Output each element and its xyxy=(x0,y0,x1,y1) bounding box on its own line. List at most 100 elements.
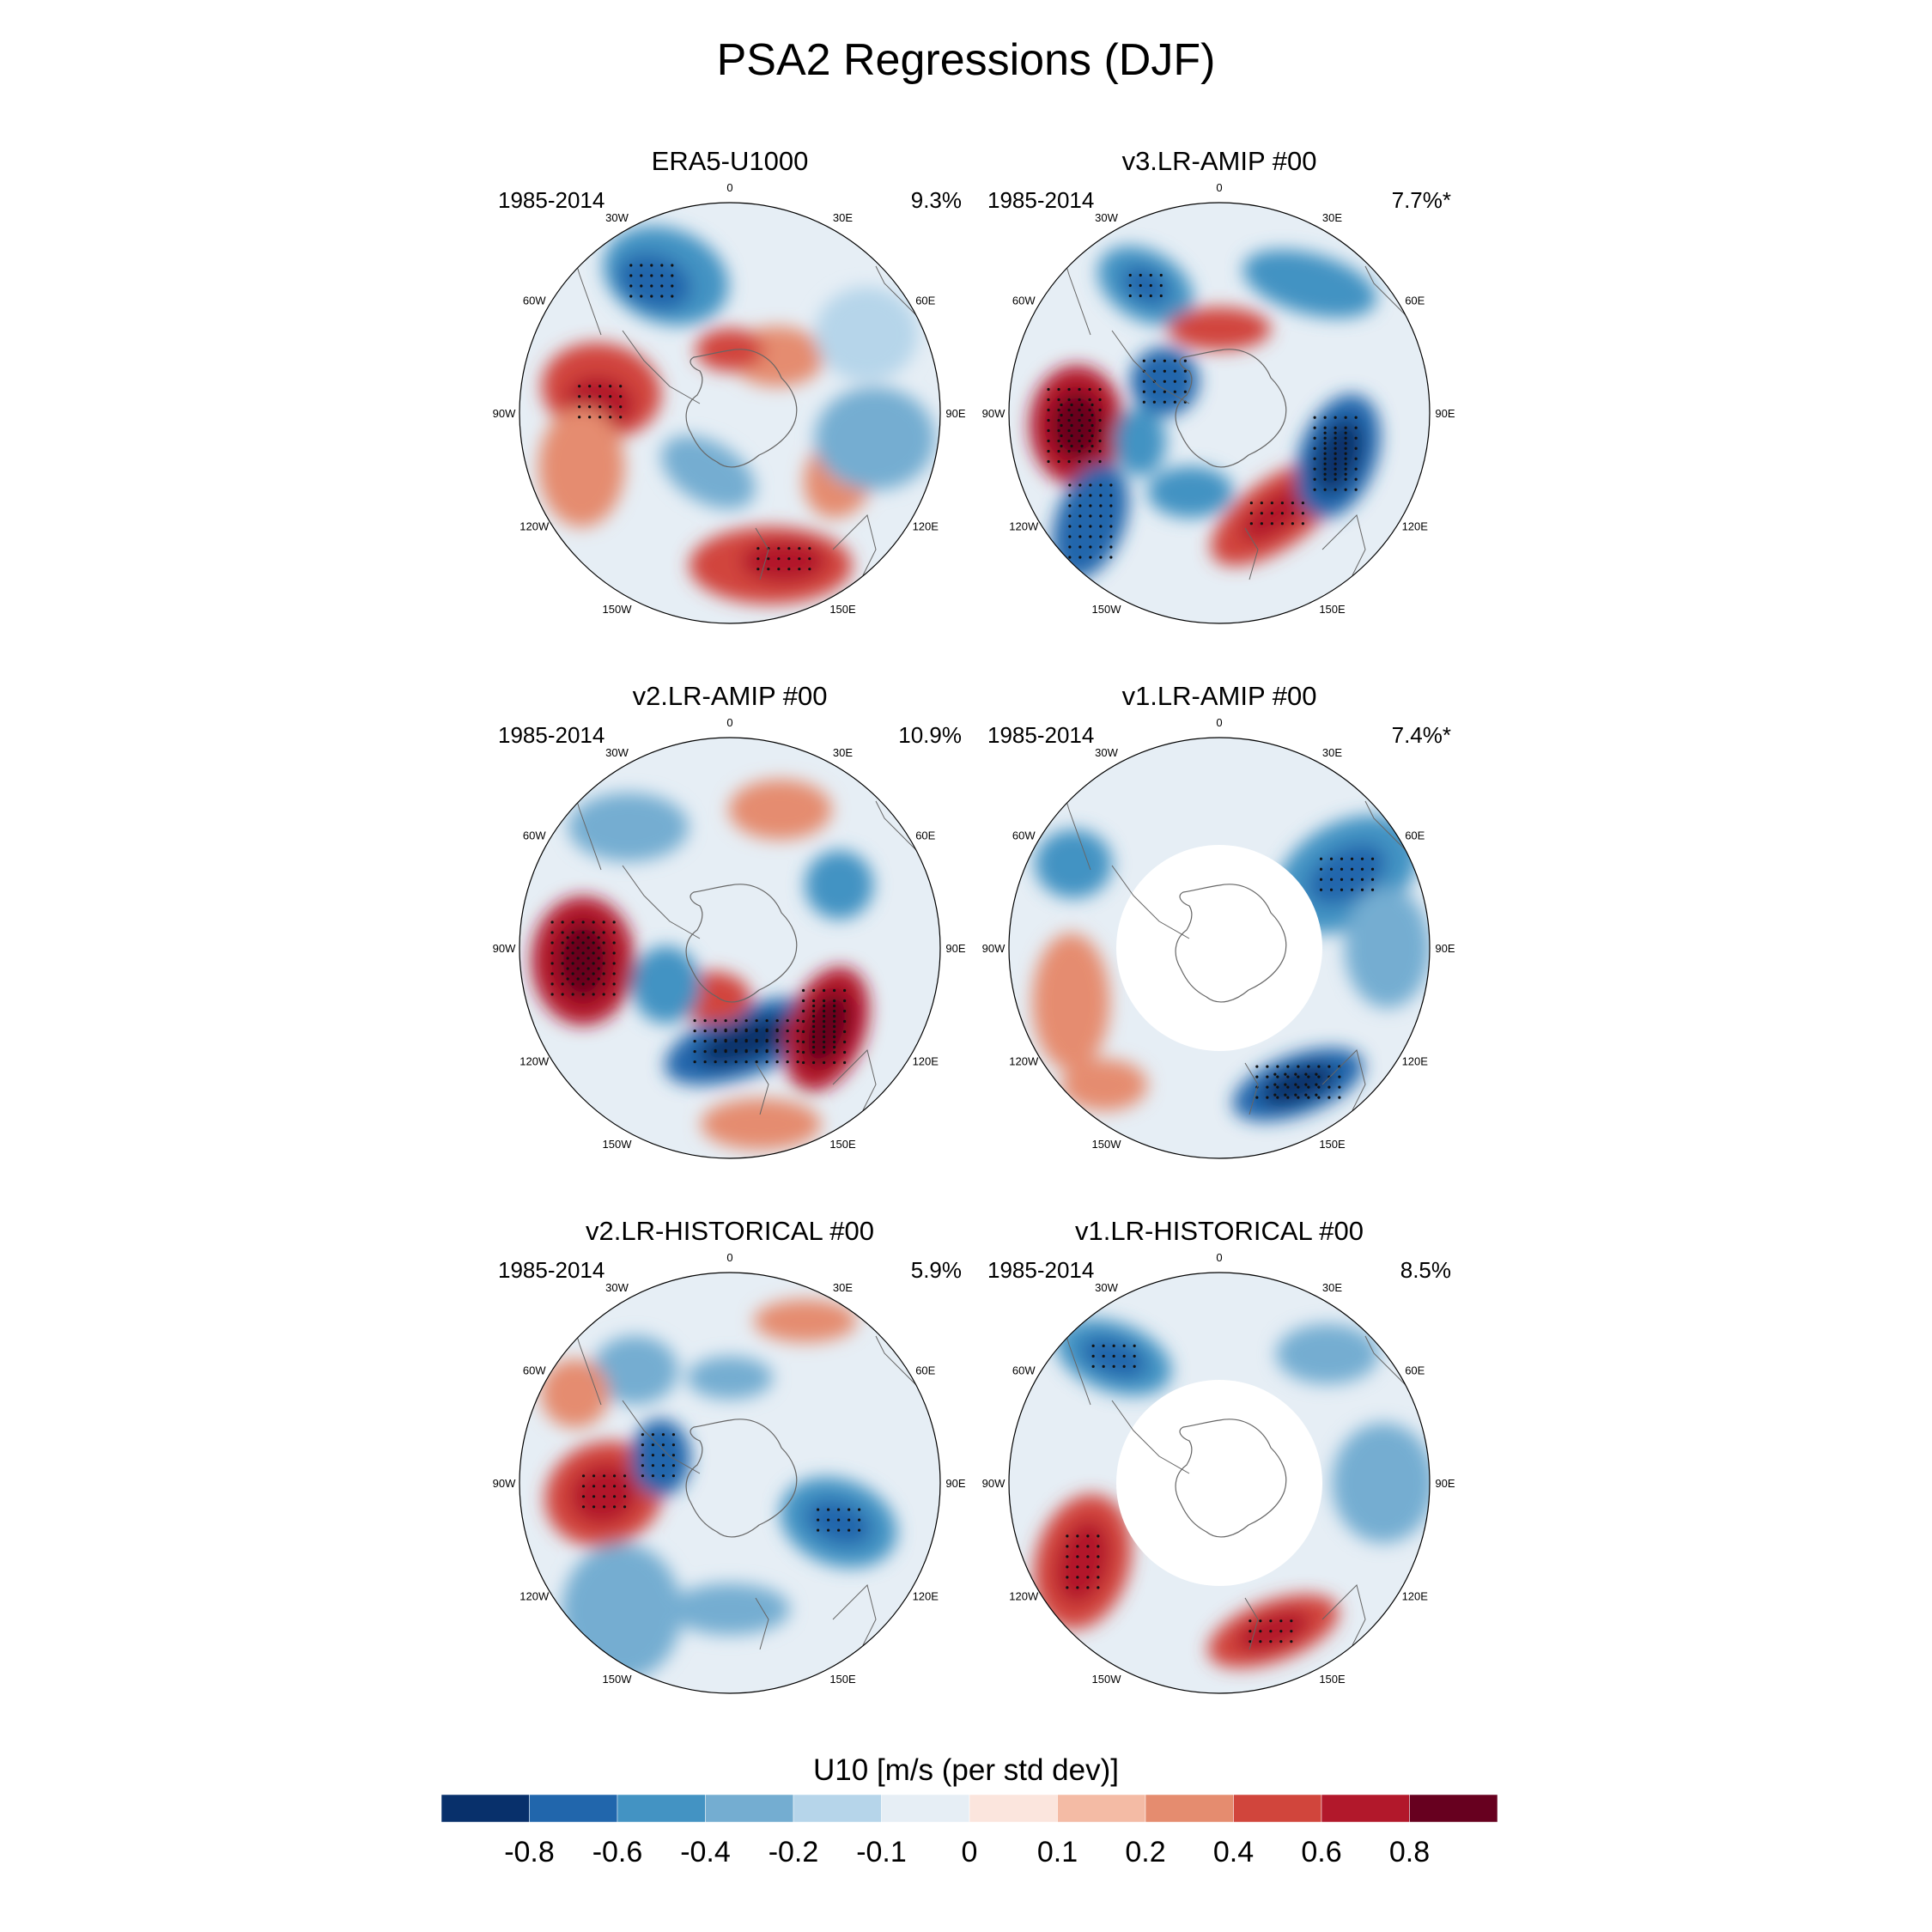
stipple-dot xyxy=(1163,380,1166,383)
stipple-dot xyxy=(651,1443,655,1447)
stipple-dot xyxy=(1060,434,1063,438)
anomaly-blob xyxy=(538,406,625,527)
stipple-dot xyxy=(1334,447,1337,450)
map-field xyxy=(519,738,940,1158)
stipple-dot xyxy=(1270,501,1273,505)
anomaly-blob xyxy=(631,945,701,1024)
stipple-dot xyxy=(1078,439,1081,443)
stipple-dot xyxy=(1088,428,1091,433)
stipple-dot xyxy=(777,547,781,550)
stipple-dot xyxy=(1276,1085,1279,1089)
stipple-dot xyxy=(1067,387,1071,392)
stipple-dot xyxy=(588,416,592,419)
colorbar-tick-label: -0.1 xyxy=(856,1836,907,1868)
stipple-dot xyxy=(827,1528,830,1532)
map-panel-v2-lr-amip: v2.LR-AMIP #00 1985-2014 10.9% 0 30E 60E 90… xyxy=(472,681,987,1162)
anomaly-blob xyxy=(805,1498,872,1546)
stipple-dot xyxy=(1149,283,1152,288)
stipple-dot xyxy=(1273,1072,1277,1076)
stipple-dot xyxy=(1329,867,1334,871)
stipple-dot xyxy=(714,1028,717,1031)
stipple-dot xyxy=(671,284,674,288)
stipple-dot xyxy=(1060,444,1063,448)
stipple-dot xyxy=(1102,1354,1105,1358)
stipple-dot xyxy=(561,962,564,965)
stipple-dot xyxy=(1173,390,1176,393)
stipple-dot xyxy=(623,1495,627,1498)
stipple-dot xyxy=(765,1028,769,1031)
stipple-dot xyxy=(1276,1065,1279,1068)
stipple-dot xyxy=(1266,1075,1269,1078)
colorbar-box xyxy=(1057,1795,1146,1823)
panel-period: 1985-2014 xyxy=(987,722,1095,748)
stipple-dot xyxy=(1340,867,1344,871)
stipple-dot xyxy=(777,557,781,561)
stipple-dot xyxy=(1109,494,1113,497)
polar-map: 030E60E90E120E150E180150W120W90W60W30W xyxy=(493,181,966,624)
stipple-dot xyxy=(671,1464,676,1467)
stipple-dot xyxy=(578,405,581,409)
stipple-dot xyxy=(598,416,602,419)
colorbar-box xyxy=(969,1795,1058,1823)
longitude-label: 60W xyxy=(523,829,546,842)
stipple-dot xyxy=(1323,477,1327,481)
stipple-dot xyxy=(812,1004,816,1008)
anomaly-blob xyxy=(1242,249,1377,319)
stipple-dot xyxy=(1109,545,1113,549)
stipple-dot xyxy=(823,1024,826,1029)
stipple-dot xyxy=(1159,294,1163,298)
stipple-dot xyxy=(1270,522,1273,526)
stipple-dot xyxy=(571,951,574,955)
stipple-dot xyxy=(1080,434,1084,438)
colorbar-box xyxy=(617,1795,706,1823)
stipple-dot xyxy=(1269,1619,1273,1623)
stipple-dot xyxy=(1260,512,1263,515)
longitude-label: 0 xyxy=(1216,1251,1222,1264)
coastline xyxy=(1244,527,1259,580)
stipple-dot xyxy=(660,264,664,267)
stipple-dot xyxy=(651,1464,655,1467)
stipple-dot xyxy=(1068,545,1072,549)
stipple-dot xyxy=(714,1018,717,1023)
stipple-dot xyxy=(1329,888,1334,891)
stipple-dot xyxy=(755,1028,758,1031)
stipple-dot xyxy=(1344,426,1347,429)
stipple-dot xyxy=(1354,488,1358,491)
stipple-dot xyxy=(802,1060,805,1065)
stipple-dot xyxy=(629,264,633,267)
stipple-dot xyxy=(1338,1096,1341,1099)
stipple-dot xyxy=(661,1474,665,1478)
stipple-dot xyxy=(1057,459,1060,464)
stipple-dot xyxy=(756,568,760,571)
stipple-dot xyxy=(1142,400,1145,404)
stipple-dot xyxy=(1139,283,1142,288)
stipple-dot xyxy=(641,1433,645,1437)
stipple-dot xyxy=(1313,426,1316,429)
stipple-dot xyxy=(833,1030,836,1034)
coastline xyxy=(1321,1584,1366,1646)
stipple-dot xyxy=(1317,1075,1321,1078)
map-panel-v2-lr-historical: v2.LR-HISTORICAL #00 1985-2014 5.9% 0 30E… xyxy=(472,1216,987,1697)
stipple-dot xyxy=(808,568,811,571)
stipple-dot xyxy=(1280,522,1284,526)
longitude-label: 60E xyxy=(915,1364,935,1377)
stipple-dot xyxy=(1323,447,1327,450)
stipple-dot xyxy=(1270,512,1273,515)
stipple-dot xyxy=(703,1029,707,1033)
colorbar-tick-label: 0.6 xyxy=(1301,1836,1341,1868)
map-border xyxy=(1008,737,1431,1159)
stipple-dot xyxy=(786,1060,789,1064)
stipple-dot xyxy=(765,1018,769,1023)
stipple-dot xyxy=(602,951,605,955)
stipple-dot xyxy=(576,946,580,950)
anomaly-blob xyxy=(1275,1323,1379,1384)
colorbar-title: U10 [m/s (per std dev)] xyxy=(813,1753,1119,1787)
stipple-dot xyxy=(833,999,836,1003)
longitude-label: 60E xyxy=(1405,1364,1425,1377)
stipple-dot xyxy=(592,962,595,965)
stipple-dot xyxy=(802,1050,805,1054)
stipple-dot xyxy=(1089,504,1092,507)
stipple-dot xyxy=(1139,273,1142,277)
stipple-dot xyxy=(1099,494,1103,497)
stipple-dot xyxy=(592,1474,596,1478)
